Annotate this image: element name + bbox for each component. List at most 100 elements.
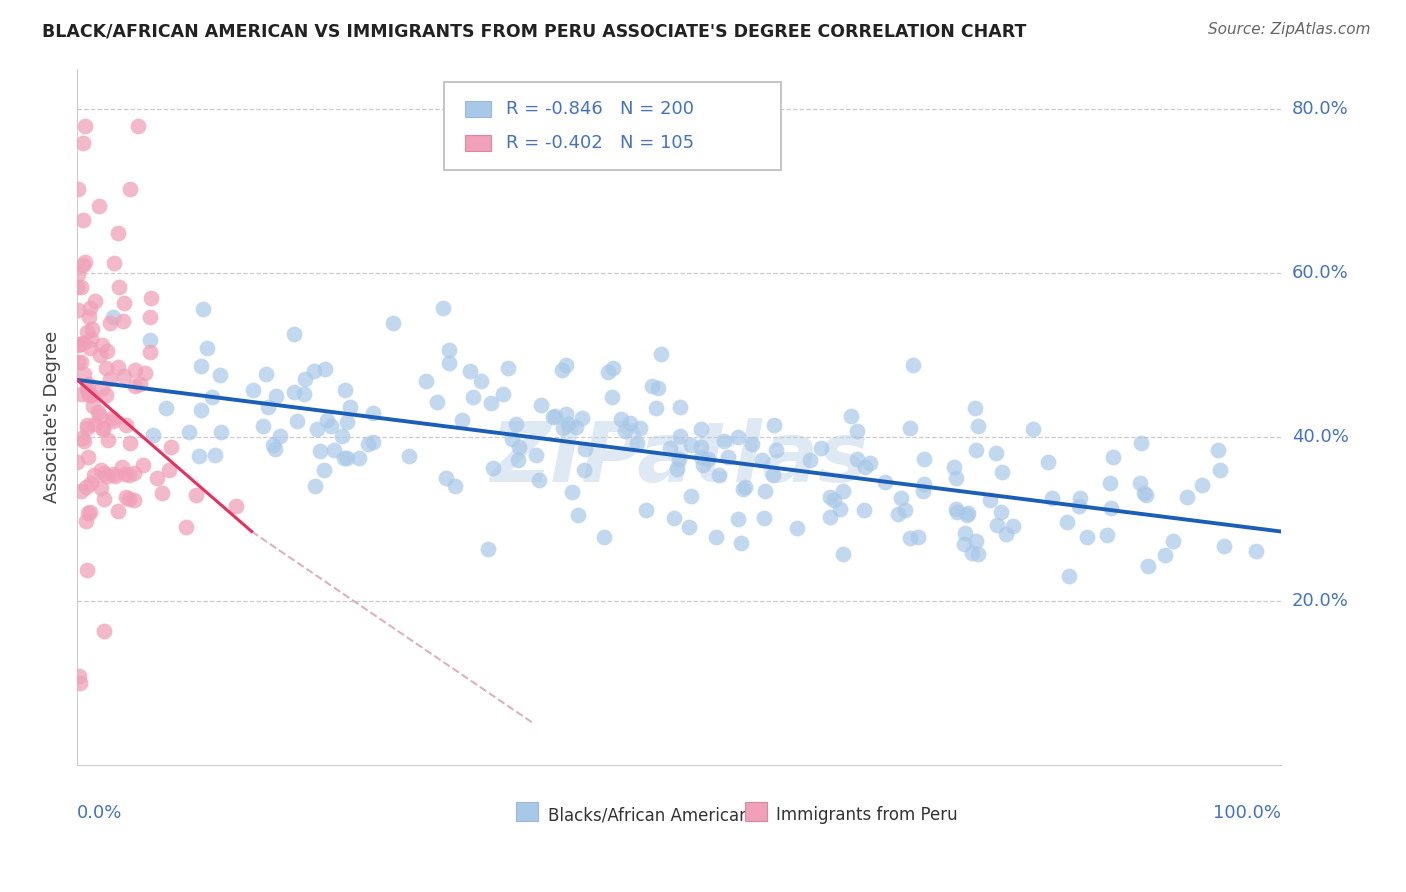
Point: [598, 365, 620, 379]
Point: [79, 332, 101, 346]
Point: [946, 505, 969, 519]
Point: [450, 413, 472, 427]
Point: [727, 511, 749, 525]
Point: [104, 469, 127, 483]
Point: [146, 470, 169, 484]
Point: [314, 463, 336, 477]
Point: [336, 450, 359, 465]
Point: [659, 442, 682, 456]
Point: [79, 301, 101, 316]
Point: [911, 483, 934, 498]
Point: [339, 400, 361, 414]
Point: [79, 388, 101, 402]
Point: [752, 511, 775, 525]
Point: [461, 390, 484, 404]
Point: [690, 450, 713, 464]
Text: 100.0%: 100.0%: [1213, 804, 1281, 822]
Point: [709, 468, 731, 483]
Point: [415, 374, 437, 388]
Point: [79, 341, 101, 355]
Point: [893, 503, 915, 517]
Text: 40.0%: 40.0%: [1292, 428, 1348, 446]
Bar: [516, 802, 538, 822]
Text: BLACK/AFRICAN AMERICAN VS IMMIGRANTS FROM PERU ASSOCIATE'S DEGREE CORRELATION CH: BLACK/AFRICAN AMERICAN VS IMMIGRANTS FRO…: [42, 22, 1026, 40]
Point: [122, 493, 145, 508]
Text: 80.0%: 80.0%: [1292, 101, 1348, 119]
Point: [69, 483, 91, 498]
Point: [67, 302, 90, 317]
Point: [80, 322, 103, 336]
Point: [107, 360, 129, 375]
Point: [426, 395, 449, 409]
Point: [839, 409, 862, 423]
Point: [799, 453, 821, 467]
Point: [112, 295, 135, 310]
Point: [191, 302, 214, 317]
Text: R = -0.846   N = 200: R = -0.846 N = 200: [506, 100, 693, 118]
Point: [76, 417, 98, 432]
Point: [96, 361, 118, 376]
Point: [96, 343, 118, 358]
Point: [650, 347, 672, 361]
Point: [763, 417, 786, 432]
Point: [741, 437, 763, 451]
Point: [956, 508, 979, 522]
Point: [669, 401, 692, 415]
Point: [195, 342, 218, 356]
Point: [898, 421, 921, 435]
Point: [323, 442, 346, 457]
Point: [966, 547, 988, 561]
Point: [190, 403, 212, 417]
Point: [990, 506, 1012, 520]
Point: [98, 317, 121, 331]
Point: [73, 367, 96, 381]
Point: [305, 422, 328, 436]
Point: [912, 452, 935, 467]
Point: [70, 280, 93, 294]
Point: [97, 434, 120, 448]
Point: [957, 506, 980, 520]
Point: [160, 440, 183, 454]
Point: [1129, 476, 1152, 491]
Point: [381, 317, 404, 331]
Point: [75, 119, 97, 133]
Point: [107, 226, 129, 240]
Point: [67, 669, 90, 683]
Point: [91, 381, 114, 395]
Point: [550, 363, 572, 377]
Point: [818, 509, 841, 524]
Point: [72, 431, 94, 445]
Point: [717, 450, 740, 465]
Point: [188, 450, 211, 464]
Point: [681, 489, 703, 503]
Point: [302, 363, 325, 377]
Text: Immigrants from Peru: Immigrants from Peru: [776, 806, 957, 824]
Point: [730, 536, 752, 550]
Point: [98, 372, 121, 386]
Point: [89, 348, 111, 362]
Point: [101, 310, 124, 324]
Point: [561, 484, 583, 499]
Point: [103, 255, 125, 269]
Point: [84, 293, 107, 308]
Text: 20.0%: 20.0%: [1292, 592, 1348, 610]
Point: [134, 366, 156, 380]
Point: [76, 450, 98, 464]
Point: [696, 452, 718, 467]
Point: [554, 407, 576, 421]
Point: [963, 401, 986, 416]
Point: [731, 483, 754, 497]
Point: [283, 327, 305, 342]
Bar: [745, 802, 766, 822]
Point: [264, 389, 287, 403]
Point: [1001, 518, 1024, 533]
Point: [225, 499, 247, 513]
Point: [114, 491, 136, 505]
Point: [887, 507, 910, 521]
Point: [66, 455, 89, 469]
Point: [765, 442, 787, 457]
Point: [443, 479, 465, 493]
Point: [96, 468, 118, 483]
Point: [477, 541, 499, 556]
Point: [262, 438, 284, 452]
